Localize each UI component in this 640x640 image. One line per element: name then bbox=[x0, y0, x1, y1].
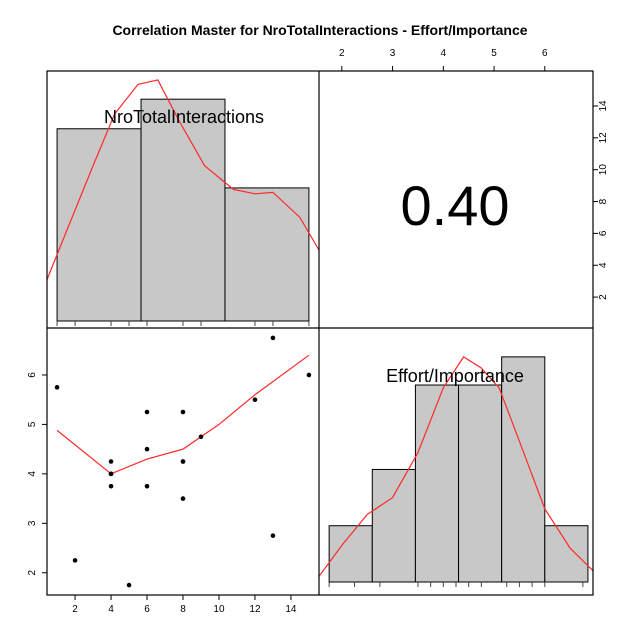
right-axis-tick-label: 8 bbox=[598, 198, 609, 204]
hist-x-density bbox=[47, 79, 319, 280]
scatter-point bbox=[270, 533, 276, 538]
scatter-point bbox=[270, 335, 276, 341]
scatter-point bbox=[108, 459, 114, 464]
diag-label-x: NroTotalInteractions bbox=[104, 107, 264, 127]
top-axis-tick-label: 3 bbox=[390, 48, 396, 59]
scatter-point bbox=[180, 409, 186, 415]
bottom-axis-tick-label: 4 bbox=[108, 604, 114, 615]
scatter-point bbox=[54, 385, 60, 390]
hist-x-bar bbox=[140, 98, 226, 322]
left-axis-tick-label: 2 bbox=[27, 570, 38, 576]
hist-y-bar bbox=[501, 356, 546, 583]
chart-title: Correlation Master for NroTotalInteracti… bbox=[112, 22, 527, 38]
right-axis-tick-label: 4 bbox=[598, 262, 609, 268]
scatter-point bbox=[126, 582, 132, 588]
right-axis-tick-label: 12 bbox=[598, 132, 609, 144]
hist-x-bar bbox=[56, 128, 142, 322]
scatter-point bbox=[180, 459, 186, 464]
hist-y-bar bbox=[458, 384, 503, 583]
left-axis-tick-label: 5 bbox=[27, 421, 38, 427]
hist-y-bar bbox=[544, 525, 589, 583]
right-axis-tick-label: 10 bbox=[598, 164, 609, 176]
bottom-axis-tick-label: 12 bbox=[249, 604, 261, 615]
hist-x-bar bbox=[224, 187, 310, 322]
hist-y-density bbox=[319, 356, 593, 577]
scatter-point bbox=[144, 483, 150, 489]
left-axis-tick-label: 4 bbox=[27, 471, 38, 477]
bottom-axis-tick-label: 6 bbox=[144, 604, 150, 615]
hist-y-bar bbox=[371, 468, 416, 583]
scatter-point bbox=[198, 434, 204, 440]
scatter-point bbox=[144, 409, 150, 415]
diag-label-y: Effort/Importance bbox=[386, 366, 524, 386]
top-axis-tick-label: 2 bbox=[339, 48, 345, 59]
scatter-point bbox=[108, 483, 114, 489]
left-axis-tick-label: 3 bbox=[27, 520, 38, 526]
scatter-point bbox=[180, 496, 186, 501]
correlation-value: 0.40 bbox=[401, 174, 510, 237]
bottom-axis-tick-label: 8 bbox=[180, 604, 186, 615]
bottom-axis-tick-label: 10 bbox=[213, 604, 225, 615]
right-axis-tick-label: 14 bbox=[598, 100, 609, 112]
top-axis-tick-label: 6 bbox=[542, 48, 548, 59]
scatter-point bbox=[252, 397, 258, 402]
right-axis-tick-label: 6 bbox=[598, 230, 609, 236]
scatter-point bbox=[144, 446, 150, 452]
scatter-point bbox=[72, 558, 78, 563]
scatter-point bbox=[108, 471, 114, 477]
plot-frame bbox=[46, 70, 594, 596]
scatter-point bbox=[306, 372, 312, 378]
right-axis-tick-label: 2 bbox=[598, 294, 609, 300]
hist-y-bar bbox=[414, 384, 460, 583]
top-axis-tick-label: 4 bbox=[441, 48, 447, 59]
bottom-axis-tick-label: 14 bbox=[285, 604, 297, 615]
scatter-smooth-line bbox=[56, 354, 310, 475]
bottom-axis-tick-label: 2 bbox=[72, 604, 78, 615]
left-axis-tick-label: 6 bbox=[27, 372, 38, 378]
top-axis-tick-label: 5 bbox=[491, 48, 497, 59]
chart-marks: 2 3 4 5 6 2 4 6 8 10 12 14 2 4 6 8 10 12 14 2 3 4 5 6 bbox=[27, 48, 609, 615]
